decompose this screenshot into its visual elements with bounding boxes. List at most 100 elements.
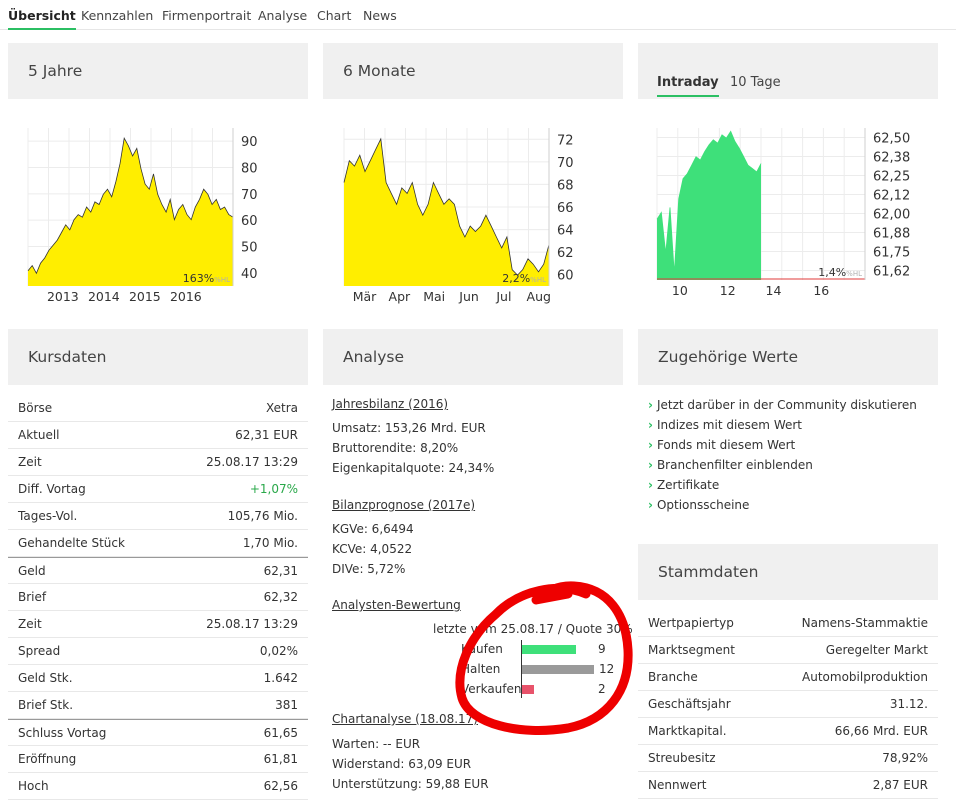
x-tick-label: 14 bbox=[766, 283, 782, 298]
kursdaten-row: Tages-Vol. 105,76 Mio. bbox=[8, 503, 308, 530]
kursdaten-row: Zeit 25.08.17 13:29 bbox=[8, 449, 308, 476]
stammdaten-label: Marktsegment bbox=[648, 643, 735, 657]
y-tick-label: 50 bbox=[241, 241, 258, 256]
rating-count-halten: 12 bbox=[599, 662, 615, 676]
jahresbilanz-link[interactable]: Jahresbilanz (2016) bbox=[332, 397, 449, 411]
series-line bbox=[343, 137, 550, 276]
stammdaten-label: Marktkapital. bbox=[648, 724, 727, 738]
stammdaten-value: 2,87 EUR bbox=[872, 778, 928, 792]
zertifikate-link[interactable]: › Zertifikate bbox=[648, 478, 720, 492]
zugehoerige-header: Zugehörige Werte bbox=[638, 329, 938, 385]
branchenfilter-link[interactable]: › Branchenfilter einblenden bbox=[648, 458, 813, 472]
dive-text: DIVe: 5,72% bbox=[332, 562, 406, 576]
x-tick-label: Jul bbox=[495, 289, 511, 304]
tab-kennzahlen[interactable]: Kennzahlen bbox=[81, 8, 154, 23]
kgve-text: KGVe: 6,6494 bbox=[332, 522, 414, 536]
stammdaten-row: Geschäftsjahr 31.12. bbox=[638, 691, 938, 718]
tab-uebersicht[interactable]: Übersicht bbox=[8, 8, 76, 30]
tab-intraday[interactable]: Intraday bbox=[657, 75, 719, 97]
chevron-right-icon: › bbox=[648, 458, 653, 472]
kursdaten-row: Geld 62,31 bbox=[8, 557, 308, 584]
umsatz-text: Umsatz: 153,26 Mrd. EUR bbox=[332, 421, 486, 435]
kursdaten-label: Diff. Vortag bbox=[18, 482, 86, 496]
kursdaten-value: 105,76 Mio. bbox=[227, 509, 298, 523]
series-area bbox=[344, 138, 549, 286]
y-tick-label: 60 bbox=[557, 269, 574, 284]
kursdaten-value: +1,07% bbox=[249, 482, 298, 496]
performance-unit: %HL bbox=[530, 276, 546, 284]
rating-axis bbox=[521, 640, 522, 698]
chevron-right-icon: › bbox=[648, 478, 653, 492]
stammdaten-value: 31.12. bbox=[889, 697, 928, 711]
stammdaten-row: Branche Automobilproduktion bbox=[638, 664, 938, 691]
kursdaten-value: 25.08.17 13:29 bbox=[206, 455, 298, 469]
tab-news[interactable]: News bbox=[363, 8, 397, 23]
x-tick-label: 10 bbox=[672, 283, 688, 298]
y-tick-label: 62,50 bbox=[873, 132, 910, 147]
tab-firmenportrait[interactable]: Firmenportrait bbox=[162, 8, 252, 23]
rating-count-verkaufen: 2 bbox=[598, 682, 606, 696]
kursdaten-value: 25.08.17 13:29 bbox=[206, 617, 298, 631]
x-tick-label: Mär bbox=[353, 289, 377, 304]
stammdaten-value: 66,66 Mrd. EUR bbox=[834, 724, 928, 738]
y-tick-label: 60 bbox=[241, 214, 258, 229]
y-tick-label: 68 bbox=[557, 178, 574, 193]
six-months-chart[interactable]: 72 70 68 66 64 62 60 Mär Apr Mai Jun Jul Aug 2,2%%HL bbox=[343, 128, 584, 304]
kursdaten-value: Xetra bbox=[265, 401, 298, 415]
rating-bar-halten bbox=[522, 665, 594, 674]
kursdaten-row: Eröffnung 61,81 bbox=[8, 746, 308, 773]
y-tick-label: 61,88 bbox=[873, 227, 910, 242]
x-tick-label: Mai bbox=[423, 289, 445, 304]
kursdaten-label: Börse bbox=[18, 401, 53, 415]
fonds-link[interactable]: › Fonds mit diesem Wert bbox=[648, 438, 796, 452]
analysten-bewertung-link[interactable]: Analysten-Bewertung bbox=[332, 598, 461, 612]
five-years-chart[interactable]: 90 80 70 60 50 40 2013 2014 2015 2016 163%%HL bbox=[27, 128, 268, 304]
tab-chart[interactable]: Chart bbox=[317, 8, 352, 23]
kursdaten-label: Eröffnung bbox=[18, 752, 77, 766]
five-years-title: 5 Jahre bbox=[28, 62, 83, 80]
kursdaten-label: Zeit bbox=[18, 455, 42, 469]
y-tick-label: 62,38 bbox=[873, 151, 910, 166]
x-tick-label: Jun bbox=[458, 289, 479, 304]
five-years-header: 5 Jahre bbox=[8, 43, 308, 99]
stammdaten-header: Stammdaten bbox=[638, 544, 938, 600]
y-tick-label: 72 bbox=[557, 133, 574, 148]
analyse-title: Analyse bbox=[343, 348, 405, 366]
kursdaten-title: Kursdaten bbox=[28, 348, 107, 366]
kursdaten-row: Brief 62,32 bbox=[8, 584, 308, 611]
kursdaten-row: Schluss Vortag 61,65 bbox=[8, 719, 308, 746]
chevron-right-icon: › bbox=[648, 398, 653, 412]
kursdaten-value: 62,31 bbox=[263, 564, 298, 578]
optionsscheine-link[interactable]: › Optionsscheine bbox=[648, 498, 750, 512]
y-tick-label: 70 bbox=[241, 188, 258, 203]
eigenkapital-text: Eigenkapitalquote: 24,34% bbox=[332, 461, 495, 475]
kursdaten-label: Geld Stk. bbox=[18, 671, 73, 685]
indizes-link[interactable]: › Indizes mit diesem Wert bbox=[648, 418, 802, 432]
rating-bar-verkaufen bbox=[522, 685, 534, 694]
stammdaten-row: Nennwert 2,87 EUR bbox=[638, 772, 938, 799]
x-tick-label: 2014 bbox=[88, 289, 120, 304]
bilanzprognose-link[interactable]: Bilanzprognose (2017e) bbox=[332, 498, 476, 512]
tab-10-tage[interactable]: 10 Tage bbox=[730, 75, 781, 90]
analyse-header: Analyse bbox=[323, 329, 623, 385]
chartanalyse-link[interactable]: Chartanalyse (18.08.17) bbox=[332, 712, 478, 726]
rating-label-verkaufen: Verkaufen bbox=[461, 682, 522, 696]
tab-analyse[interactable]: Analyse bbox=[258, 8, 308, 23]
red-annotation-circle bbox=[455, 581, 633, 735]
rating-count-kaufen: 9 bbox=[598, 642, 606, 656]
kursdaten-value: 381 bbox=[275, 698, 298, 712]
rating-label-halten: Halten bbox=[461, 662, 501, 676]
kursdaten-label: Hoch bbox=[18, 779, 49, 793]
community-link[interactable]: › Jetzt darüber in der Community diskutie… bbox=[648, 398, 917, 412]
y-tick-label: 62,25 bbox=[873, 170, 910, 185]
y-tick-label: 80 bbox=[241, 162, 258, 177]
y-tick-label: 62,00 bbox=[873, 208, 910, 223]
kursdaten-value: 61,81 bbox=[263, 752, 298, 766]
kursdaten-label: Aktuell bbox=[18, 428, 60, 442]
x-tick-label: 2015 bbox=[129, 289, 161, 304]
stammdaten-row: Wertpapiertyp Namens-Stammaktie bbox=[638, 610, 938, 637]
stammdaten-row: Marktsegment Geregelter Markt bbox=[638, 637, 938, 664]
kursdaten-value: 62,56 bbox=[263, 779, 298, 793]
kursdaten-row: Hoch 62,56 bbox=[8, 773, 308, 800]
intraday-chart[interactable]: 62,50 62,38 62,25 62,12 62,00 61,88 61,75 61,62… bbox=[656, 128, 917, 303]
